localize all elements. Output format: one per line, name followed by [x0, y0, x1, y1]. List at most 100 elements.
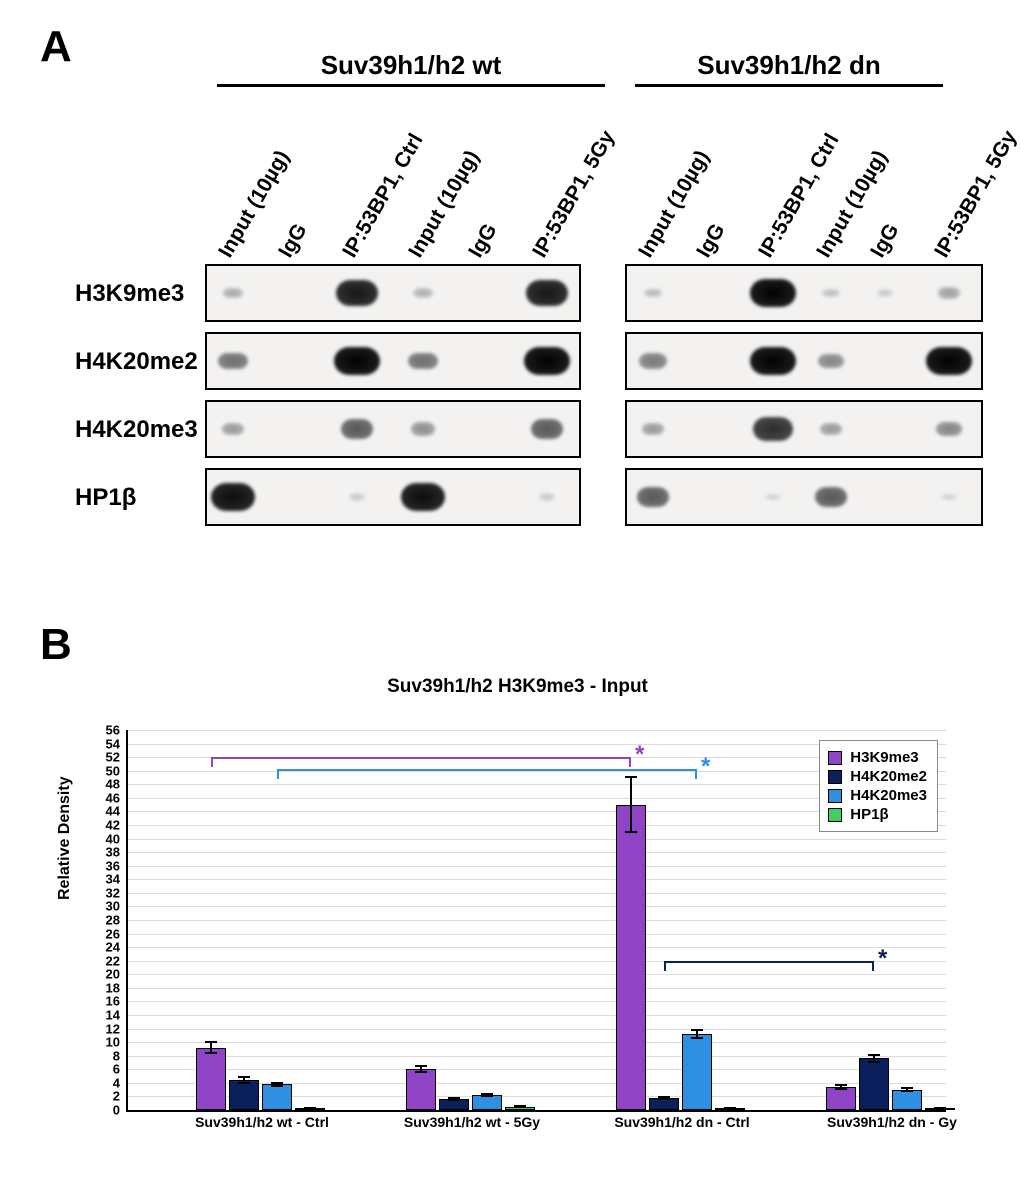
chart-errorbar: [939, 1107, 941, 1108]
chart-gridline: [126, 879, 946, 880]
blot-band: [637, 487, 670, 506]
blot-band: [639, 353, 667, 369]
legend-item: HP1β: [828, 806, 927, 823]
chart-ylabel: Relative Density: [56, 776, 74, 900]
blot-band: [408, 353, 437, 370]
chart-gridline: [126, 920, 946, 921]
blot-box: [205, 400, 581, 458]
bar-chart-panel: Suv39h1/h2 H3K9me3 - Input Relative Dens…: [70, 670, 965, 1155]
chart-gridline: [126, 1042, 946, 1043]
chart-xcat-label: Suv39h1/h2 dn - Ctrl: [596, 1114, 768, 1130]
panel-a-label: A: [40, 22, 72, 72]
chart-gridline: [126, 839, 946, 840]
significance-star: *: [878, 945, 887, 973]
group-label: Suv39h1/h2 wt: [217, 50, 605, 81]
blot-band: [334, 347, 380, 376]
legend-item: H4K20me3: [828, 787, 927, 804]
chart-errorbar: [519, 1106, 521, 1107]
blot-band: [526, 280, 569, 306]
blot-band: [877, 289, 893, 296]
chart-bar: [826, 1087, 856, 1110]
group-label: Suv39h1/h2 dn: [635, 50, 943, 81]
chart-ytick-label: 48: [90, 777, 120, 792]
chart-errorbar: [906, 1087, 908, 1092]
chart-ytick-label: 16: [90, 994, 120, 1009]
chart-ytick-label: 4: [90, 1075, 120, 1090]
chart-errorbar: [276, 1082, 278, 1087]
chart-gridline: [126, 934, 946, 935]
blot-band: [349, 493, 365, 500]
legend-swatch: [828, 789, 842, 803]
chart-gridline: [126, 866, 946, 867]
chart-ytick-label: 40: [90, 831, 120, 846]
blot-band: [941, 494, 956, 501]
chart-gridline: [126, 988, 946, 989]
blot-band: [820, 423, 843, 435]
significance-bracket: [664, 961, 874, 963]
blot-band: [815, 487, 848, 506]
blot-band: [926, 347, 972, 376]
chart-errorbar: [696, 1029, 698, 1039]
group-line: [635, 84, 943, 87]
lane-label: IP:53BP1, 5Gy: [930, 127, 1020, 262]
blot-band: [753, 417, 793, 441]
chart-ytick-label: 8: [90, 1048, 120, 1063]
blot-band: [642, 423, 665, 435]
panel-b-label: B: [40, 620, 72, 670]
blot-box: [625, 468, 983, 526]
chart-ytick-label: 56: [90, 723, 120, 738]
blot-band: [222, 423, 245, 435]
blot-row-label: HP1β: [75, 484, 210, 512]
blot-band: [938, 287, 959, 298]
blot-band: [818, 354, 844, 368]
chart-bar: [229, 1080, 259, 1110]
significance-star: *: [701, 753, 710, 781]
chart-x-axis: [126, 1110, 946, 1112]
significance-star: *: [635, 741, 644, 769]
chart-errorbar: [630, 776, 632, 833]
lane-label: IgG: [866, 220, 904, 262]
significance-bracket: [211, 757, 631, 759]
chart-gridline: [126, 1069, 946, 1070]
chart-ytick-label: 42: [90, 818, 120, 833]
legend-label: H4K20me2: [850, 768, 927, 785]
blot-band: [524, 347, 570, 376]
chart-bar: [892, 1090, 922, 1110]
blot-row: HP1β: [75, 466, 975, 528]
chart-ytick-label: 52: [90, 750, 120, 765]
blot-band: [822, 289, 839, 297]
chart-errorbar: [420, 1065, 422, 1073]
chart-errorbar: [453, 1097, 455, 1101]
legend-label: H3K9me3: [850, 749, 918, 766]
legend-swatch: [828, 808, 842, 822]
blot-band: [218, 353, 247, 370]
blot-band: [750, 279, 796, 308]
western-blot-panel: Suv39h1/h2 wtSuv39h1/h2 dn Input (10µg)I…: [75, 46, 975, 534]
chart-xcat-label: Suv39h1/h2 wt - Ctrl: [176, 1114, 348, 1130]
chart-bar: [616, 805, 646, 1110]
chart-bar: [262, 1084, 292, 1110]
blot-band: [336, 280, 379, 306]
legend-item: H3K9me3: [828, 749, 927, 766]
chart-gridline: [126, 730, 946, 731]
blot-row-label: H4K20me3: [75, 416, 210, 444]
chart-errorbar: [486, 1093, 488, 1097]
chart-ytick-label: 44: [90, 804, 120, 819]
blot-band: [750, 347, 796, 376]
chart-title: Suv39h1/h2 H3K9me3 - Input: [70, 676, 965, 698]
blot-band: [413, 288, 432, 298]
blot-band: [211, 483, 256, 511]
blot-band: [341, 419, 374, 438]
chart-ytick-label: 28: [90, 913, 120, 928]
blot-band: [765, 494, 780, 501]
blot-box: [205, 468, 581, 526]
chart-legend: H3K9me3 H4K20me2 H4K20me3 HP1β: [819, 740, 938, 832]
chart-ytick-label: 36: [90, 858, 120, 873]
chart-errorbar: [663, 1096, 665, 1100]
legend-swatch: [828, 751, 842, 765]
blot-band: [936, 422, 962, 436]
chart-gridline: [126, 1029, 946, 1030]
chart-gridline: [126, 974, 946, 975]
significance-bracket: [277, 769, 697, 771]
chart-ytick-label: 0: [90, 1103, 120, 1118]
